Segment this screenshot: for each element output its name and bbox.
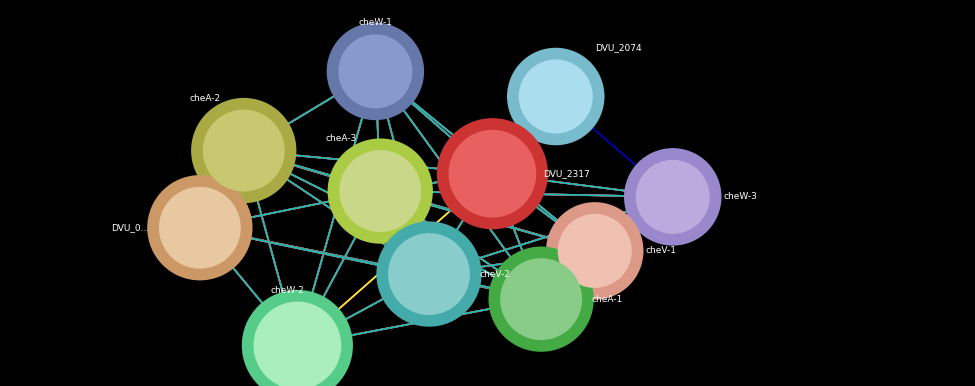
Text: DVU_2074: DVU_2074: [595, 44, 642, 52]
Ellipse shape: [546, 202, 644, 300]
Ellipse shape: [338, 34, 412, 108]
Text: cheA-2: cheA-2: [189, 94, 220, 103]
Ellipse shape: [437, 118, 548, 229]
Text: cheW-2: cheW-2: [271, 286, 304, 295]
Ellipse shape: [242, 290, 353, 386]
Ellipse shape: [448, 130, 536, 218]
Ellipse shape: [327, 23, 424, 120]
Ellipse shape: [624, 148, 722, 245]
Ellipse shape: [636, 160, 710, 234]
Ellipse shape: [558, 214, 632, 288]
Text: cheA-3: cheA-3: [326, 134, 357, 143]
Ellipse shape: [191, 98, 296, 203]
Text: cheW-1: cheW-1: [359, 19, 392, 27]
Ellipse shape: [159, 187, 241, 269]
Ellipse shape: [388, 233, 470, 315]
Text: cheW-3: cheW-3: [723, 192, 758, 201]
Text: cheV-1: cheV-1: [645, 246, 677, 256]
Ellipse shape: [203, 110, 285, 191]
Text: cheA-1: cheA-1: [592, 295, 623, 304]
Ellipse shape: [376, 222, 482, 327]
Ellipse shape: [147, 175, 253, 280]
Ellipse shape: [507, 48, 604, 145]
Text: DVU_0...: DVU_0...: [111, 223, 149, 232]
Ellipse shape: [500, 258, 582, 340]
Text: cheV-2: cheV-2: [480, 269, 511, 279]
Ellipse shape: [328, 139, 433, 244]
Ellipse shape: [519, 59, 593, 134]
Text: DVU_2317: DVU_2317: [543, 169, 590, 178]
Ellipse shape: [339, 150, 421, 232]
Ellipse shape: [488, 247, 594, 352]
Ellipse shape: [254, 301, 341, 386]
